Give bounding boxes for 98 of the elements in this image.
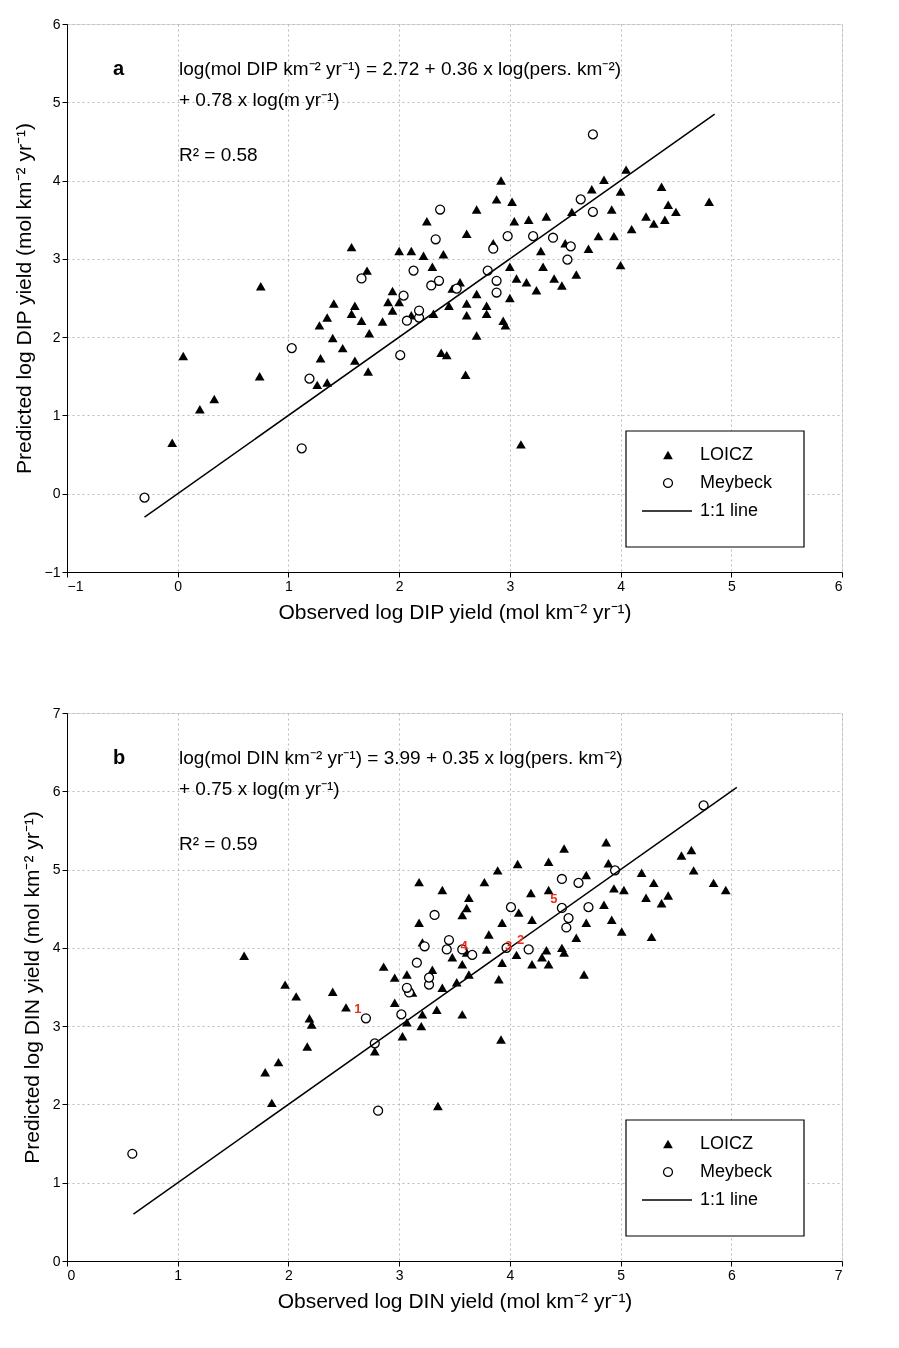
y-axis-title: Predicted log DIN yield (mol km⁻² yr⁻¹) — [19, 811, 43, 1164]
point — [583, 902, 594, 913]
y-tick-label: 2 — [52, 328, 61, 345]
point — [523, 944, 534, 955]
y-tick-label: 7 — [52, 704, 61, 721]
legend-label: LOICZ — [700, 444, 754, 464]
point — [451, 283, 462, 294]
y-axis-title: Predicted log DIP yield (mol km⁻² yr⁻¹) — [11, 123, 35, 474]
y-tick-label: 3 — [52, 1017, 61, 1034]
point — [561, 922, 572, 933]
point — [401, 315, 413, 326]
point — [443, 934, 455, 946]
annotation: 1 — [354, 1001, 362, 1017]
y-tick-label: 3 — [52, 250, 61, 267]
x-tick-label: 7 — [834, 1266, 843, 1283]
x-tick-label: 4 — [506, 1266, 515, 1283]
point — [372, 1105, 384, 1116]
annotation: + 0.75 x log(m yr⁻¹) — [179, 778, 340, 799]
point — [573, 877, 584, 888]
annotation: log(mol DIN km⁻² yr⁻¹) = 3.99 + 0.35 x log(pers. km⁻²) — [179, 747, 623, 768]
point — [547, 232, 559, 243]
point — [587, 129, 599, 140]
y-tick-label: −1 — [44, 563, 61, 580]
x-tick-label: 1 — [174, 1266, 183, 1283]
point — [562, 254, 573, 265]
point — [398, 290, 409, 301]
point — [296, 443, 307, 454]
point — [434, 204, 446, 215]
y-tick-label: 0 — [52, 485, 61, 502]
point — [395, 350, 406, 361]
annotation: + 0.78 x log(m yr⁻¹) — [179, 89, 340, 110]
y-tick-label: 6 — [52, 782, 61, 799]
legend-label: Meybeck — [700, 1161, 774, 1181]
point — [401, 982, 413, 993]
legend-label: 1:1 line — [700, 500, 759, 520]
point — [356, 273, 367, 284]
text: a — [113, 57, 125, 79]
point — [587, 206, 599, 217]
point — [127, 1148, 138, 1159]
point — [286, 342, 297, 354]
x-tick-label: 5 — [617, 1266, 626, 1283]
annotation: R² = 0.59 — [179, 833, 258, 854]
annotation: R² = 0.58 — [179, 144, 258, 165]
y-tick-label: 5 — [52, 861, 61, 878]
x-tick-label: 1 — [285, 577, 294, 594]
point — [698, 800, 709, 811]
y-tick-label: 6 — [52, 15, 61, 32]
y-tick-label: 4 — [52, 939, 61, 956]
point — [467, 949, 478, 961]
point — [563, 913, 574, 924]
y-tick-label: 0 — [52, 1252, 61, 1269]
x-tick-label: 6 — [727, 1266, 736, 1283]
point — [360, 1013, 372, 1024]
point — [488, 243, 499, 254]
x-tick-label: 3 — [395, 1266, 404, 1283]
point — [411, 957, 422, 968]
point — [430, 234, 441, 245]
point — [491, 275, 502, 286]
x-tick-label: −1 — [67, 577, 84, 594]
annotation: log(mol DIP km⁻² yr⁻¹) = 2.72 + 0.36 x log(pers. km⁻²) — [179, 58, 622, 79]
point — [502, 231, 513, 242]
y-tick-label: 1 — [52, 406, 61, 423]
y-tick-label: 2 — [52, 1095, 61, 1112]
x-tick-label: 3 — [506, 577, 515, 594]
point — [527, 231, 539, 242]
point — [139, 492, 150, 503]
x-axis-title: Observed log DIP yield (mol km⁻² yr⁻¹) — [278, 599, 632, 623]
x-tick-label: 5 — [727, 577, 736, 594]
point — [429, 909, 440, 921]
x-tick-label: 6 — [834, 577, 843, 594]
legend-label: LOICZ — [700, 1133, 754, 1153]
y-tick-label: 4 — [52, 172, 61, 189]
point — [413, 305, 425, 316]
text: b — [113, 746, 126, 768]
point — [433, 275, 445, 286]
point — [505, 902, 517, 913]
point — [408, 265, 419, 276]
x-axis-title: Observed log DIN yield (mol km⁻² yr⁻¹) — [277, 1288, 633, 1312]
legend-label: 1:1 line — [700, 1189, 759, 1209]
annotation: 5 — [550, 890, 558, 906]
y-tick-label: 5 — [52, 93, 61, 110]
point — [575, 194, 586, 205]
point — [441, 944, 452, 955]
point — [304, 373, 315, 384]
x-tick-label: 0 — [174, 577, 183, 594]
legend-label: Meybeck — [700, 472, 774, 492]
point — [419, 941, 430, 952]
y-tick-label: 1 — [52, 1174, 61, 1191]
point — [396, 1009, 407, 1020]
x-tick-label: 2 — [395, 577, 404, 594]
point — [556, 873, 568, 885]
point — [426, 280, 437, 291]
point — [491, 287, 502, 298]
point — [423, 972, 435, 983]
x-tick-label: 0 — [67, 1266, 76, 1283]
x-tick-label: 2 — [285, 1266, 294, 1283]
x-tick-label: 4 — [617, 577, 626, 594]
point — [565, 241, 576, 252]
